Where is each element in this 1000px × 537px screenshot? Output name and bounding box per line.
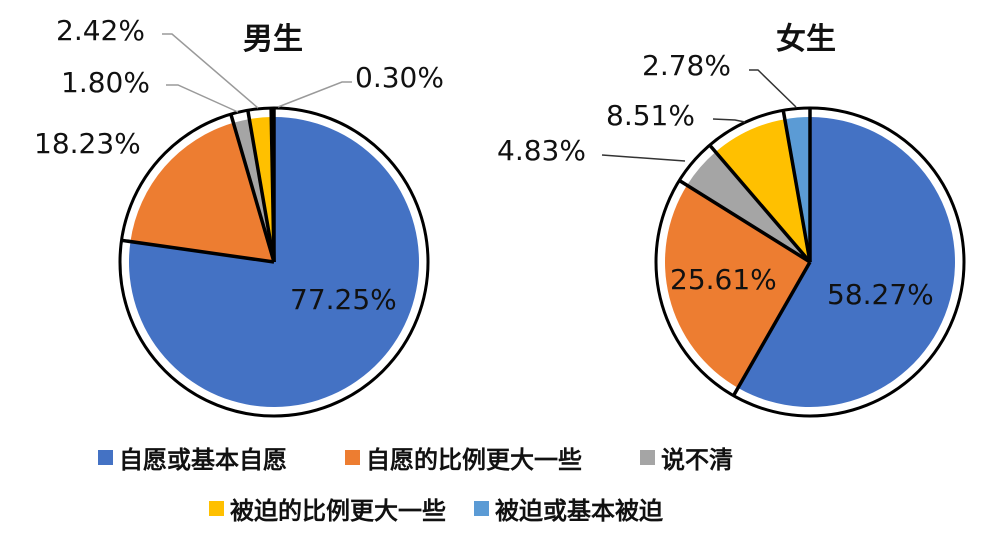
leader-line-male-0.30 [277, 81, 352, 108]
legend-swatch-blue [98, 450, 113, 465]
male-chart-title: 男生 [243, 22, 303, 57]
legend-item-willing: 自愿或基本自愿 [98, 440, 287, 475]
legend-row-2: 被迫的比例更大一些 被迫或基本被迫 [209, 491, 663, 526]
male-label-forced: 0.30% [355, 61, 444, 94]
male-pie [118, 106, 430, 418]
leader-line-female-8.51 [712, 118, 746, 123]
female-label-unclear: 4.83% [497, 134, 586, 167]
pie-slice [130, 122, 274, 262]
legend-label: 自愿的比例更大一些 [366, 446, 582, 474]
male-label-unclear: 1.80% [61, 66, 150, 99]
male-label-willing: 77.25% [290, 283, 397, 316]
legend-swatch-gray [640, 450, 655, 465]
male-label-mostly-willing: 18.23% [34, 127, 141, 160]
legend-item-mostly-forced: 被迫的比例更大一些 [209, 491, 446, 526]
pie-slice [738, 117, 955, 407]
leader-line-female-2.78 [749, 69, 797, 108]
legend-swatch-lightblue [474, 501, 489, 516]
pie-slice [686, 151, 810, 262]
leader-line-male-2.42 [162, 33, 259, 109]
legend-label: 自愿或基本自愿 [119, 446, 287, 474]
female-pie [654, 106, 966, 418]
legend-row-1: 自愿或基本自愿 自愿的比例更大一些 说不清 [98, 440, 733, 475]
leader-lines [162, 33, 797, 162]
legend-label: 被迫的比例更大一些 [230, 497, 446, 525]
male-label-mostly-forced: 2.42% [56, 14, 145, 47]
legend-swatch-orange [345, 450, 360, 465]
female-label-willing: 58.27% [827, 278, 934, 311]
legend-item-mostly-willing: 自愿的比例更大一些 [345, 440, 582, 475]
female-label-mostly-willing: 25.61% [670, 263, 777, 296]
female-label-forced: 2.78% [642, 49, 731, 82]
female-chart-title: 女生 [776, 22, 836, 57]
leader-line-female-4.83 [601, 154, 686, 162]
legend-label: 被迫或基本被迫 [495, 497, 663, 525]
legend-swatch-yellow [209, 501, 224, 516]
pie-slice [665, 185, 810, 388]
legend-item-unclear: 说不清 [640, 440, 733, 475]
female-label-mostly-forced: 8.51% [606, 99, 695, 132]
legend-item-forced: 被迫或基本被迫 [474, 491, 663, 526]
leader-line-male-1.80 [166, 84, 239, 113]
pie-slice [715, 119, 810, 262]
legend-label: 说不清 [661, 446, 733, 474]
